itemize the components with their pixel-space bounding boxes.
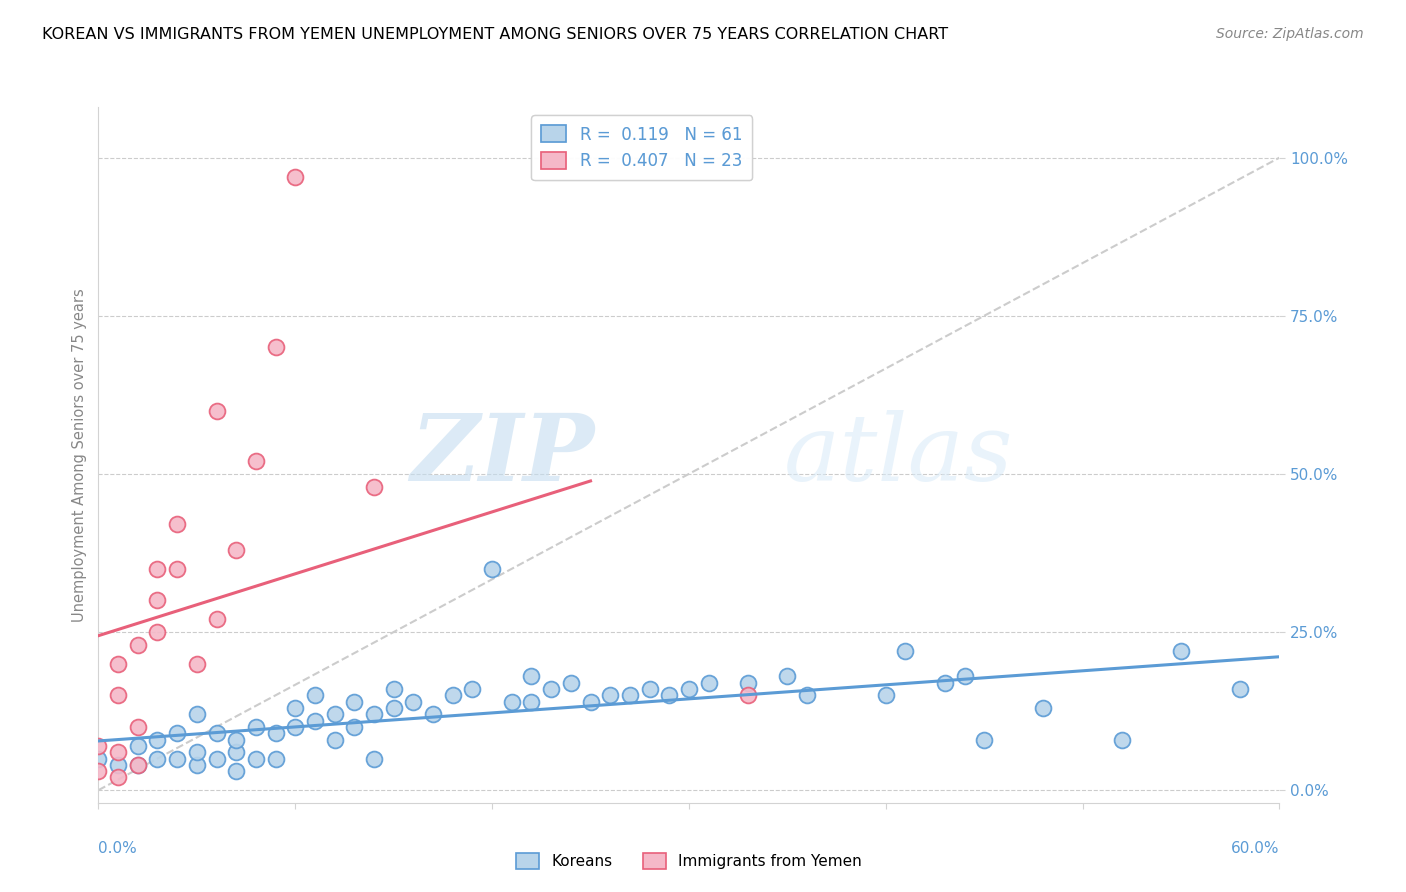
Point: [127, 739, 149, 753]
Point: [225, 764, 247, 779]
Point: [796, 688, 818, 702]
Point: [658, 688, 681, 702]
Point: [245, 720, 267, 734]
Point: [343, 695, 366, 709]
Point: [264, 726, 287, 740]
Point: [402, 695, 425, 709]
Point: [146, 625, 169, 640]
Point: [304, 714, 326, 728]
Point: [166, 562, 188, 576]
Point: [166, 751, 188, 765]
Point: [953, 669, 976, 683]
Point: [225, 542, 247, 557]
Point: [146, 751, 169, 765]
Point: [146, 593, 169, 607]
Point: [382, 701, 405, 715]
Point: [382, 681, 405, 696]
Point: [697, 675, 720, 690]
Point: [205, 751, 228, 765]
Point: [225, 732, 247, 747]
Point: [934, 675, 956, 690]
Point: [87, 764, 110, 779]
Point: [323, 707, 346, 722]
Point: [304, 688, 326, 702]
Point: [225, 745, 247, 759]
Point: [599, 688, 621, 702]
Point: [87, 751, 110, 765]
Point: [245, 751, 267, 765]
Point: [579, 695, 602, 709]
Point: [619, 688, 641, 702]
Y-axis label: Unemployment Among Seniors over 75 years: Unemployment Among Seniors over 75 years: [72, 288, 87, 622]
Point: [205, 403, 228, 417]
Point: [481, 562, 503, 576]
Point: [186, 707, 208, 722]
Point: [127, 757, 149, 772]
Point: [776, 669, 799, 683]
Point: [461, 681, 484, 696]
Point: [501, 695, 523, 709]
Legend: R =  0.119   N = 61, R =  0.407   N = 23: R = 0.119 N = 61, R = 0.407 N = 23: [531, 115, 752, 180]
Point: [875, 688, 897, 702]
Point: [166, 517, 188, 532]
Point: [363, 479, 385, 493]
Point: [107, 657, 129, 671]
Point: [107, 757, 129, 772]
Point: [166, 726, 188, 740]
Point: [323, 732, 346, 747]
Point: [186, 745, 208, 759]
Point: [284, 720, 307, 734]
Point: [1229, 681, 1251, 696]
Point: [441, 688, 464, 702]
Point: [107, 688, 129, 702]
Point: [737, 688, 759, 702]
Point: [127, 638, 149, 652]
Point: [146, 732, 169, 747]
Point: [284, 701, 307, 715]
Point: [520, 669, 543, 683]
Text: KOREAN VS IMMIGRANTS FROM YEMEN UNEMPLOYMENT AMONG SENIORS OVER 75 YEARS CORRELA: KOREAN VS IMMIGRANTS FROM YEMEN UNEMPLOY…: [42, 27, 948, 42]
Legend: Koreans, Immigrants from Yemen: Koreans, Immigrants from Yemen: [510, 847, 868, 875]
Point: [264, 751, 287, 765]
Point: [107, 771, 129, 785]
Point: [146, 562, 169, 576]
Point: [107, 745, 129, 759]
Text: 0.0%: 0.0%: [98, 841, 138, 855]
Point: [1111, 732, 1133, 747]
Point: [1170, 644, 1192, 658]
Point: [894, 644, 917, 658]
Point: [363, 751, 385, 765]
Point: [186, 657, 208, 671]
Text: ZIP: ZIP: [411, 410, 595, 500]
Point: [205, 726, 228, 740]
Text: atlas: atlas: [783, 410, 1012, 500]
Point: [186, 757, 208, 772]
Point: [127, 720, 149, 734]
Point: [422, 707, 444, 722]
Text: Source: ZipAtlas.com: Source: ZipAtlas.com: [1216, 27, 1364, 41]
Point: [87, 739, 110, 753]
Point: [245, 454, 267, 468]
Point: [205, 612, 228, 626]
Point: [264, 340, 287, 354]
Point: [638, 681, 661, 696]
Point: [540, 681, 562, 696]
Point: [1032, 701, 1054, 715]
Point: [520, 695, 543, 709]
Point: [343, 720, 366, 734]
Point: [363, 707, 385, 722]
Point: [973, 732, 995, 747]
Text: 60.0%: 60.0%: [1232, 841, 1279, 855]
Point: [560, 675, 582, 690]
Point: [737, 675, 759, 690]
Point: [678, 681, 700, 696]
Point: [284, 169, 307, 184]
Point: [127, 757, 149, 772]
